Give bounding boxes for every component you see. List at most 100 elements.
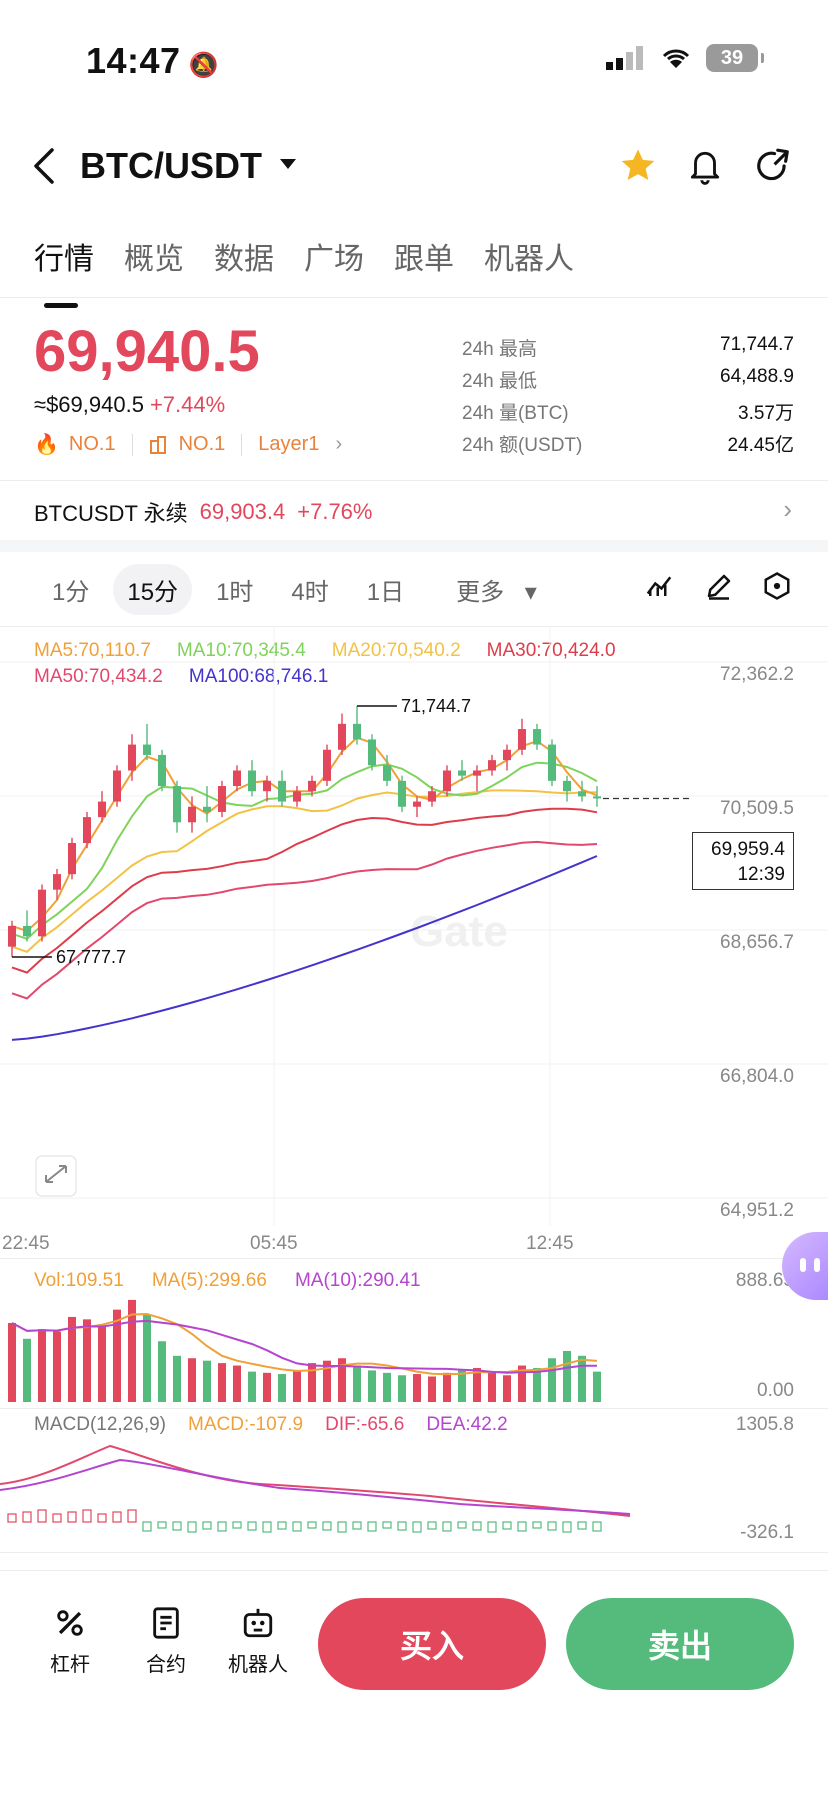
vol-y-bottom: 0.00 (757, 1380, 794, 1401)
status-icons: 39 (606, 44, 764, 72)
volume-bar (458, 1370, 466, 1402)
macd-bar (112, 1511, 122, 1523)
macd-bar (487, 1521, 497, 1533)
macd-bar (142, 1521, 152, 1532)
tab-bots[interactable]: 机器人 (484, 243, 574, 276)
perp-name: BTCUSDT 永续 (34, 501, 188, 526)
x-label-0: 22:45 (2, 1233, 50, 1254)
tab-data[interactable]: 数据 (214, 243, 274, 276)
volume-bar (8, 1323, 16, 1402)
macd-bar (22, 1511, 32, 1523)
dif-line (0, 1444, 631, 1517)
vol-ma10-label: MA(10):290.41 (294, 1270, 421, 1291)
macd-bar (307, 1521, 317, 1529)
volume-bar (158, 1341, 166, 1402)
volume-bar (533, 1367, 541, 1402)
macd-title: MACD(12,26,9) (34, 1414, 166, 1435)
bar-chart-icon (149, 435, 166, 454)
dif-value: DIF:-65.6 (325, 1414, 405, 1435)
candle-body (353, 723, 361, 740)
candlestick-chart[interactable]: Gate 71,744.7 67,777.7 (0, 626, 828, 1226)
volume-bar (83, 1319, 91, 1402)
candle-body (323, 749, 331, 781)
volume-bar (308, 1363, 316, 1402)
ma10-line (11, 761, 598, 941)
macd-bar (532, 1521, 542, 1529)
tf-15m[interactable]: 15分 (113, 564, 193, 615)
volume-bar (218, 1363, 226, 1402)
price-divider (0, 480, 828, 481)
candle-body (68, 843, 76, 875)
ma100-line (11, 855, 598, 1041)
macd-bar (232, 1521, 242, 1529)
contract-doc-icon (153, 1607, 179, 1639)
volume-bar (368, 1370, 376, 1402)
rsi-divider (0, 1552, 828, 1553)
tf-1m[interactable]: 1分 (52, 579, 90, 606)
dea-line (0, 1458, 631, 1515)
tf-more[interactable]: 更多 ▾ (456, 579, 537, 606)
volume-bar (503, 1375, 511, 1402)
tab-overview[interactable]: 概览 (124, 243, 184, 276)
volume-bar (38, 1329, 46, 1402)
volume-bar (548, 1358, 556, 1402)
volume-bar (398, 1375, 406, 1402)
vol-ma10-line (11, 1319, 598, 1374)
macd-bar (577, 1521, 587, 1530)
candle-body (173, 786, 181, 823)
candle-body (23, 925, 31, 937)
rank-tag-cap[interactable]: NO.1 (178, 433, 226, 455)
volume-bar (128, 1299, 136, 1402)
sell-button[interactable]: 卖出 (566, 1598, 794, 1690)
tab-copy-trading[interactable]: 跟单 (394, 243, 454, 276)
volume-bar (563, 1350, 571, 1402)
candle-countdown: 12:39 (737, 864, 785, 885)
tf-4h[interactable]: 4时 (291, 579, 329, 606)
macd-bar (547, 1521, 557, 1531)
contract-button[interactable]: 合约 (146, 1606, 186, 1677)
draw-pen-icon[interactable] (704, 570, 734, 602)
settings-hex-icon[interactable] (762, 570, 792, 602)
candle-body (503, 749, 511, 761)
tab-market[interactable]: 行情 (34, 234, 94, 308)
volume-chart (8, 1299, 601, 1402)
bot-button[interactable]: 机器人 (228, 1606, 288, 1677)
volume-legend: Vol:109.51 MA(5):299.66 MA(10):290.41 (34, 1270, 421, 1292)
ma-legend-1: MA5:70,110.7 MA10:70,345.4 MA20:70,540.2… (34, 640, 616, 662)
perp-row[interactable]: BTCUSDT 永续 69,903.4 +7.76% (34, 496, 372, 528)
volume-bar (383, 1372, 391, 1402)
share-icon[interactable] (754, 146, 792, 186)
candle-body (533, 729, 541, 745)
macd-histogram (7, 1509, 602, 1533)
bell-icon[interactable] (686, 146, 724, 186)
volume-bar (173, 1355, 181, 1402)
perp-chevron-icon[interactable]: › (783, 494, 792, 524)
category-tag[interactable]: Layer1 (258, 433, 320, 455)
indicator-icon[interactable] (644, 570, 674, 602)
tf-1d[interactable]: 1日 (366, 579, 405, 606)
y-label-1: 70,509.5 (720, 798, 794, 819)
macd-bar (247, 1521, 257, 1531)
robot-icon (243, 1608, 273, 1638)
volume-bar (98, 1326, 106, 1402)
volume-bar (428, 1376, 436, 1402)
macd-bar (82, 1509, 92, 1523)
chevron-right-icon[interactable]: › (335, 433, 343, 455)
pair-title[interactable]: BTC/USDT (80, 145, 262, 186)
tab-square[interactable]: 广场 (304, 243, 364, 276)
candle-body (458, 770, 466, 776)
buy-button[interactable]: 买入 (318, 1598, 546, 1690)
favorite-star-icon[interactable] (618, 146, 658, 186)
back-icon[interactable] (32, 148, 56, 184)
volume-bar (68, 1316, 76, 1402)
ma50-label: MA50:70,434.2 (34, 666, 163, 687)
macd-bar (37, 1509, 47, 1523)
rank-tag-hot[interactable]: NO.1 (68, 433, 116, 455)
pair-dropdown-icon[interactable] (280, 159, 296, 171)
leverage-button[interactable]: 杠杆 (50, 1606, 90, 1677)
candle-body (38, 889, 46, 937)
assistant-float-button[interactable] (782, 1232, 828, 1300)
perp-change: +7.76% (297, 499, 373, 524)
top-tabs: 行情 概览 数据 广场 跟单 机器人 (34, 234, 574, 308)
tf-1h[interactable]: 1时 (216, 579, 254, 606)
